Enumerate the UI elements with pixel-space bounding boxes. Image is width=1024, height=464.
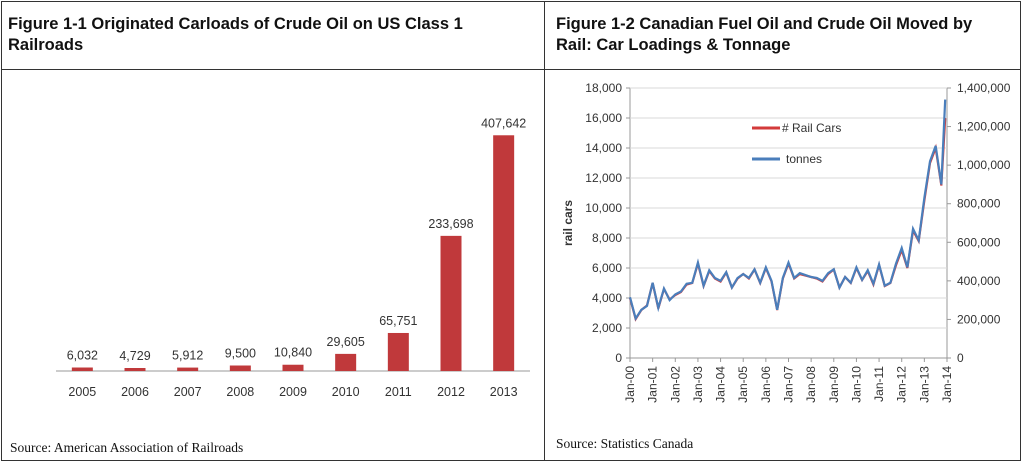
figure-1-1-title: Figure 1-1 Originated Carloads of Crude … — [8, 15, 463, 54]
x-tick-label: Jan-09 — [827, 366, 841, 403]
y2-tick-label: 800,000 — [957, 197, 1001, 211]
y-tick-label: 18,000 — [585, 81, 622, 95]
legend-label-rail-cars: # Rail Cars — [782, 121, 841, 135]
x-tick-label: Jan-02 — [668, 366, 682, 403]
x-tick-label-2008: 2008 — [226, 385, 254, 399]
y-tick-label: 4,000 — [592, 291, 622, 305]
bar-2005 — [71, 367, 93, 371]
x-tick-label-2012: 2012 — [437, 385, 465, 399]
y-tick-label: 10,000 — [585, 201, 622, 215]
y-tick-label: 8,000 — [592, 231, 622, 245]
bar-2009 — [282, 364, 304, 371]
right-title-underline — [545, 69, 1021, 70]
x-tick-label: Jan-01 — [646, 366, 660, 403]
legend-label-tonnes: tonnes — [786, 152, 822, 166]
data-label-2010: 29,605 — [327, 335, 365, 349]
bar-2008 — [229, 365, 251, 371]
series-line-tonnes — [628, 99, 947, 322]
bar-2010 — [335, 353, 357, 371]
x-tick-label-2011: 2011 — [385, 385, 412, 399]
y2-tick-label: 1,400,000 — [957, 81, 1011, 95]
x-tick-label: Jan-03 — [691, 366, 705, 403]
data-label-2011: 65,751 — [379, 314, 417, 328]
x-tick-label: Jan-13 — [917, 366, 931, 403]
y2-tick-label: 200,000 — [957, 312, 1001, 326]
bar-2013 — [493, 135, 515, 371]
x-tick-label-2009: 2009 — [279, 385, 307, 399]
data-label-2008: 9,500 — [225, 347, 256, 361]
x-tick-label-2010: 2010 — [332, 385, 360, 399]
x-tick-label: Jan-08 — [804, 366, 818, 403]
x-tick-label: Jan-14 — [940, 366, 954, 403]
x-tick-label: Jan-06 — [759, 366, 773, 403]
figure-1-2-title: Figure 1-2 Canadian Fuel Oil and Crude O… — [556, 15, 973, 54]
y-tick-label: 2,000 — [592, 321, 622, 335]
x-tick-label-2005: 2005 — [68, 385, 96, 399]
y2-tick-label: 400,000 — [957, 274, 1001, 288]
x-tick-label: Jan-11 — [872, 366, 886, 402]
bar-2012 — [440, 235, 462, 371]
x-tick-label: Jan-10 — [849, 366, 863, 403]
y-axis-title: rail cars — [561, 200, 575, 246]
bar-2006 — [124, 368, 146, 371]
y-tick-label: 6,000 — [592, 261, 622, 275]
x-tick-label: Jan-05 — [736, 366, 750, 403]
y2-tick-label: 1,200,000 — [957, 120, 1011, 134]
data-label-2005: 6,032 — [67, 349, 98, 363]
x-tick-label-2006: 2006 — [121, 385, 149, 399]
x-tick-label-2007: 2007 — [174, 385, 202, 399]
data-label-2012: 233,698 — [428, 217, 473, 231]
x-tick-label-2013: 2013 — [490, 385, 518, 399]
y2-tick-label: 1,000,000 — [957, 158, 1011, 172]
y2-tick-label: 600,000 — [957, 235, 1001, 249]
figure-1-1-source: Source: American Association of Railroad… — [10, 440, 244, 455]
y-tick-label: 12,000 — [585, 171, 622, 185]
panel-divider — [544, 1, 545, 461]
x-tick-label: Jan-07 — [782, 366, 796, 403]
data-label-2006: 4,729 — [119, 349, 150, 363]
data-label-2007: 5,912 — [172, 349, 203, 363]
left-title-underline — [1, 69, 544, 70]
data-label-2009: 10,840 — [274, 346, 312, 360]
carloads-bar-chart: 6,032 2005 4,729 2006 5,912 2007 9,500 2008 10,8… — [56, 116, 530, 399]
x-tick-label: Jan-00 — [623, 366, 637, 403]
y-tick-label: 16,000 — [585, 111, 622, 125]
x-tick-label: Jan-12 — [895, 366, 909, 403]
bar-2011 — [387, 332, 409, 371]
y2-tick-label: 0 — [957, 351, 964, 365]
y-tick-label: 0 — [615, 351, 622, 365]
x-tick-label: Jan-04 — [714, 366, 728, 403]
data-label-2013: 407,642 — [481, 116, 526, 130]
bar-2007 — [177, 367, 199, 371]
figure-1-2-source: Source: Statistics Canada — [556, 436, 694, 451]
y-tick-label: 14,000 — [585, 141, 622, 155]
